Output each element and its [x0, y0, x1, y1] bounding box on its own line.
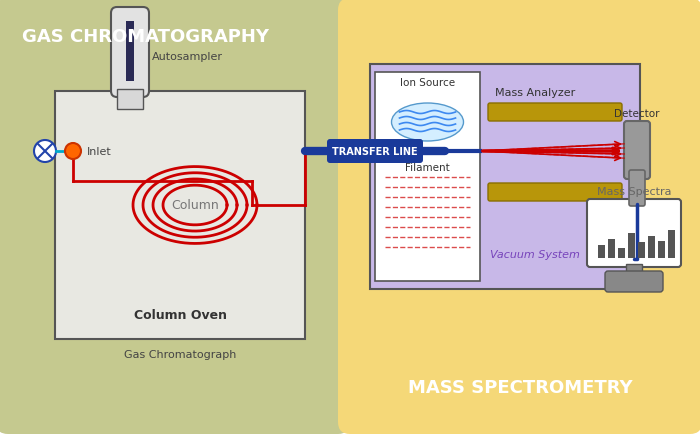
Text: Column: Column: [171, 199, 219, 212]
Bar: [370, 65, 640, 289]
FancyBboxPatch shape: [111, 8, 149, 98]
Text: Mass Spectra: Mass Spectra: [596, 187, 671, 197]
Bar: [618, 248, 625, 258]
Text: GAS CHROMATOGRAPHY: GAS CHROMATOGRAPHY: [22, 28, 269, 46]
Text: Mass Analyzer: Mass Analyzer: [495, 88, 575, 98]
FancyBboxPatch shape: [605, 271, 663, 293]
FancyBboxPatch shape: [629, 171, 645, 207]
Bar: [608, 239, 615, 258]
Circle shape: [34, 141, 56, 163]
Bar: [626, 264, 642, 274]
Bar: [598, 246, 605, 258]
Text: MASS SPECTROMETRY: MASS SPECTROMETRY: [407, 378, 632, 396]
Bar: [126, 22, 134, 82]
Bar: [55, 92, 305, 339]
Text: TRANSFER LINE: TRANSFER LINE: [332, 147, 418, 157]
FancyBboxPatch shape: [338, 0, 700, 434]
Bar: [375, 73, 480, 281]
FancyBboxPatch shape: [587, 200, 681, 267]
Bar: [638, 242, 645, 258]
Text: Ion Source: Ion Source: [400, 78, 455, 88]
Text: Vacuum System: Vacuum System: [490, 250, 580, 260]
Bar: [668, 231, 675, 258]
Text: Column Oven: Column Oven: [134, 308, 227, 321]
Text: Detector: Detector: [614, 109, 659, 119]
Bar: [628, 233, 635, 258]
Bar: [658, 241, 665, 258]
FancyBboxPatch shape: [488, 104, 622, 122]
Bar: [117, 90, 143, 110]
Ellipse shape: [391, 104, 463, 141]
FancyBboxPatch shape: [488, 184, 622, 201]
Text: Gas Chromatograph: Gas Chromatograph: [124, 349, 236, 359]
FancyBboxPatch shape: [0, 0, 350, 434]
Text: Autosampler: Autosampler: [152, 52, 223, 62]
Circle shape: [65, 144, 81, 160]
Text: Filament: Filament: [405, 163, 450, 173]
Text: Inlet: Inlet: [87, 147, 112, 157]
Bar: [648, 237, 655, 258]
FancyBboxPatch shape: [327, 140, 423, 164]
FancyBboxPatch shape: [624, 122, 650, 180]
